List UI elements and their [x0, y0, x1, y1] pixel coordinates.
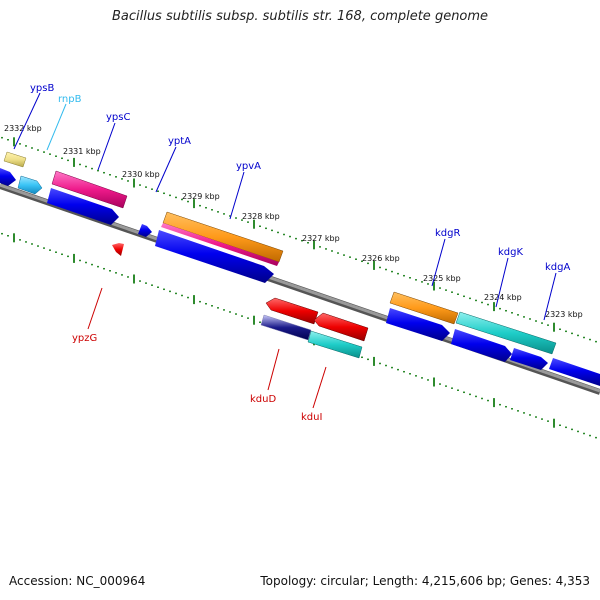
kbp-label: 2329 kbp [182, 192, 220, 201]
gene-kduI[interactable] [313, 312, 369, 342]
gene-label-kduI[interactable]: kduI [301, 412, 322, 423]
topology-text: Topology: circular; Length: 4,215,606 bp… [260, 574, 590, 588]
reverse-strand-genes [112, 243, 369, 359]
gene-navy[interactable] [260, 314, 312, 341]
gene-label-ypzG[interactable]: ypzG [72, 333, 97, 344]
kbp-label: 2332 kbp [4, 124, 42, 133]
gene-label-rnpB[interactable]: rnpB [58, 94, 82, 105]
gene-rnpB[interactable] [17, 175, 43, 195]
gene-ypsC[interactable] [51, 170, 128, 209]
gene-ypsB[interactable] [3, 151, 27, 168]
gene-kdgK[interactable] [455, 311, 557, 355]
gene-kduD[interactable] [265, 297, 319, 325]
gene-blue-small-right[interactable] [510, 348, 548, 370]
kbp-label: 2326 kbp [362, 254, 400, 263]
kbp-label: 2323 kbp [545, 310, 583, 319]
gene-label-ypvA[interactable]: ypvA [236, 161, 261, 172]
gene-label-kduD[interactable]: kduD [250, 394, 276, 405]
genome-title: Bacillus subtilis subsp. subtilis str. 1… [111, 9, 489, 24]
gene-leader-lines [13, 92, 557, 409]
forward-strand-genes [0, 151, 600, 386]
gene-kdgR[interactable] [389, 291, 459, 325]
gene-left-arrow[interactable] [0, 168, 16, 186]
kbp-label: 2331 kbp [63, 147, 101, 156]
kbp-label: 2325 kbp [423, 274, 461, 283]
outer-tick-track [1, 136, 597, 343]
kbp-scale: 2332 kbp 2331 kbp 2330 kbp 2329 kbp 2328… [4, 124, 583, 319]
kbp-label: 2330 kbp [122, 170, 160, 179]
gene-ypzG[interactable] [112, 243, 124, 256]
gene-label-kdgK[interactable]: kdgK [498, 247, 523, 258]
gene-label-kdgA[interactable]: kdgA [545, 262, 570, 273]
gene-labels: ypsB rnpB ypsC yptA ypvA kdgR kdgK kdgA … [30, 83, 570, 423]
gene-label-kdgR[interactable]: kdgR [435, 228, 460, 239]
gene-label-ypsB[interactable]: ypsB [30, 83, 54, 94]
gene-label-ypsC[interactable]: ypsC [106, 112, 130, 123]
gene-blue-kdgK[interactable] [451, 329, 512, 362]
gene-blue-ypsC[interactable] [47, 188, 119, 225]
gene-ypvA[interactable] [161, 223, 279, 266]
gene-label-yptA[interactable]: yptA [168, 136, 191, 147]
gene-blue-long[interactable] [155, 230, 274, 283]
kbp-label: 2328 kbp [242, 212, 280, 221]
gene-kdgA[interactable] [549, 358, 600, 386]
gene-small-blue[interactable] [138, 224, 152, 237]
kbp-label: 2324 kbp [484, 293, 522, 302]
gene-cyan-lower[interactable] [307, 330, 363, 359]
kbp-label: 2327 kbp [302, 234, 340, 243]
accession-text: Accession: NC_000964 [9, 574, 146, 588]
gene-blue-kdgR[interactable] [386, 308, 450, 341]
